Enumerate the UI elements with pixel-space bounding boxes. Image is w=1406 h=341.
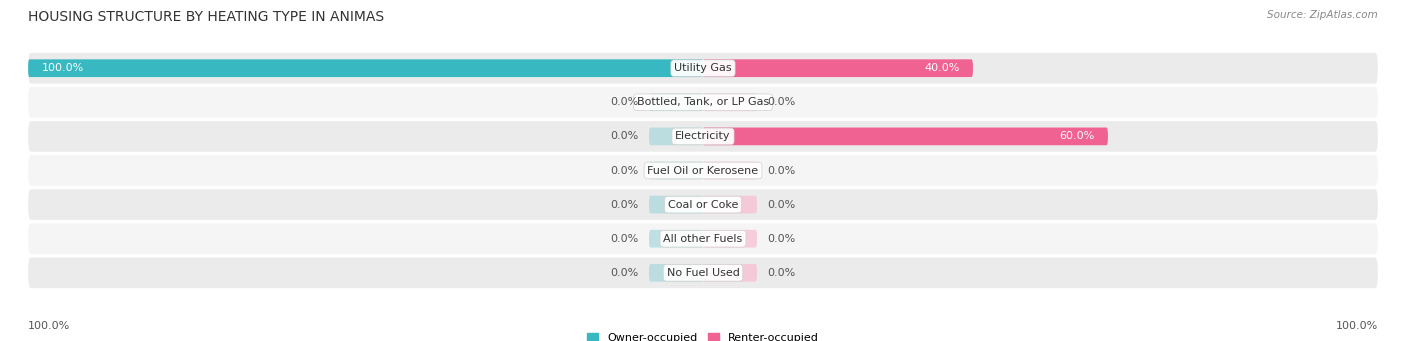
Text: 0.0%: 0.0% [610,268,638,278]
FancyBboxPatch shape [28,121,1378,152]
Text: 100.0%: 100.0% [28,321,70,331]
FancyBboxPatch shape [650,196,703,213]
FancyBboxPatch shape [650,93,703,111]
Text: 0.0%: 0.0% [768,268,796,278]
FancyBboxPatch shape [28,59,703,77]
Text: Coal or Coke: Coal or Coke [668,199,738,210]
Text: 0.0%: 0.0% [610,199,638,210]
Text: Electricity: Electricity [675,131,731,142]
Text: 0.0%: 0.0% [610,131,638,142]
Text: 40.0%: 40.0% [924,63,959,73]
FancyBboxPatch shape [28,87,1378,118]
Text: 0.0%: 0.0% [610,97,638,107]
Text: 0.0%: 0.0% [768,234,796,244]
Text: Fuel Oil or Kerosene: Fuel Oil or Kerosene [647,165,759,176]
Text: HOUSING STRUCTURE BY HEATING TYPE IN ANIMAS: HOUSING STRUCTURE BY HEATING TYPE IN ANI… [28,10,384,24]
FancyBboxPatch shape [650,162,703,179]
Text: 0.0%: 0.0% [768,97,796,107]
Text: Utility Gas: Utility Gas [675,63,731,73]
FancyBboxPatch shape [703,196,756,213]
Legend: Owner-occupied, Renter-occupied: Owner-occupied, Renter-occupied [586,333,820,341]
Text: All other Fuels: All other Fuels [664,234,742,244]
FancyBboxPatch shape [28,155,1378,186]
Text: 0.0%: 0.0% [768,199,796,210]
Text: 0.0%: 0.0% [610,234,638,244]
Text: Source: ZipAtlas.com: Source: ZipAtlas.com [1267,10,1378,20]
FancyBboxPatch shape [650,264,703,282]
Text: 100.0%: 100.0% [1336,321,1378,331]
Text: 0.0%: 0.0% [610,165,638,176]
FancyBboxPatch shape [703,128,1108,145]
FancyBboxPatch shape [28,257,1378,288]
FancyBboxPatch shape [28,189,1378,220]
Text: 60.0%: 60.0% [1059,131,1094,142]
FancyBboxPatch shape [650,128,703,145]
FancyBboxPatch shape [703,93,756,111]
FancyBboxPatch shape [703,59,973,77]
FancyBboxPatch shape [703,162,756,179]
FancyBboxPatch shape [28,223,1378,254]
FancyBboxPatch shape [650,230,703,248]
Text: Bottled, Tank, or LP Gas: Bottled, Tank, or LP Gas [637,97,769,107]
FancyBboxPatch shape [703,264,756,282]
FancyBboxPatch shape [28,53,1378,84]
FancyBboxPatch shape [703,230,756,248]
Text: 100.0%: 100.0% [42,63,84,73]
Text: No Fuel Used: No Fuel Used [666,268,740,278]
Text: 0.0%: 0.0% [768,165,796,176]
